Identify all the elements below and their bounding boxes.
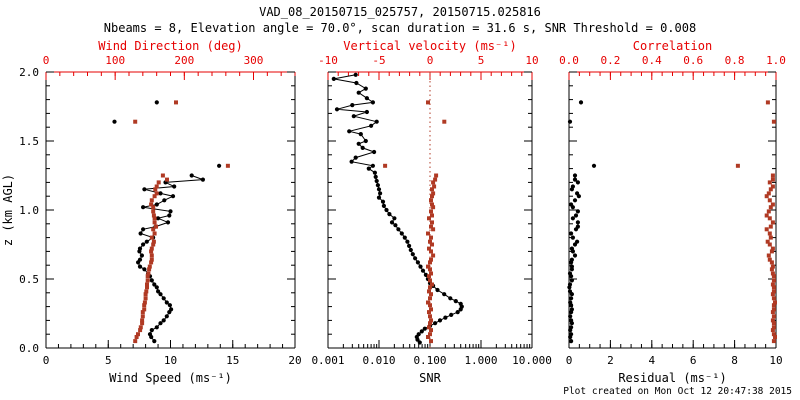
svg-text:4: 4 — [648, 354, 655, 367]
svg-text:z (km AGL): z (km AGL) — [1, 174, 15, 246]
panel-residual-correlation: 0 2 4 6 8 10 Residual (ms⁻¹) 0.0 0.2 0.4 0.6 0.8 1.0… — [559, 39, 786, 385]
svg-text:2: 2 — [607, 354, 614, 367]
svg-text:1.0: 1.0 — [19, 204, 39, 217]
svg-text:200: 200 — [174, 54, 194, 67]
svg-text:1.5: 1.5 — [19, 135, 39, 148]
svg-text:0: 0 — [427, 54, 434, 67]
svg-text:2.0: 2.0 — [19, 66, 39, 79]
series-correlation-outliers — [735, 100, 776, 168]
svg-text:15: 15 — [226, 354, 239, 367]
footer-timestamp: Plot created on Mon Oct 12 20:47:38 2015 — [563, 386, 792, 397]
svg-text:Wind Speed (ms⁻¹): Wind Speed (ms⁻¹) — [109, 371, 232, 385]
svg-text:0.5: 0.5 — [19, 273, 39, 286]
series-correlation-profile — [764, 173, 777, 344]
series-residual-outliers — [567, 100, 597, 168]
svg-text:8: 8 — [731, 354, 738, 367]
svg-text:6: 6 — [690, 354, 697, 367]
svg-text:100: 100 — [105, 54, 125, 67]
svg-text:0: 0 — [43, 54, 50, 67]
svg-text:-10: -10 — [318, 54, 338, 67]
series-wind-direction-outliers — [133, 100, 230, 168]
series-residual-profile — [567, 173, 582, 344]
svg-text:Correlation: Correlation — [633, 39, 712, 53]
series-wind-speed-profile — [136, 173, 205, 344]
svg-text:0.001: 0.001 — [311, 354, 344, 367]
svg-text:10: 10 — [164, 354, 177, 367]
plot-subtitle: Nbeams = 8, Elevation angle = 70.0°, sca… — [103, 21, 697, 35]
series-snr-profile — [331, 72, 464, 345]
svg-text:300: 300 — [244, 54, 264, 67]
panel-snr-velocity: 0.001 0.010 0.100 1.000 10.000 SNR -10 -5 0 5 10 Ve… — [311, 39, 551, 385]
svg-text:5: 5 — [478, 54, 485, 67]
svg-text:0.6: 0.6 — [683, 54, 703, 67]
svg-text:10.000: 10.000 — [512, 354, 552, 367]
svg-text:-5: -5 — [372, 54, 385, 67]
series-vertical-velocity-profile — [426, 173, 439, 344]
svg-text:0.2: 0.2 — [600, 54, 620, 67]
series-wind-direction-profile — [133, 173, 169, 344]
svg-text:Wind Direction (deg): Wind Direction (deg) — [98, 39, 243, 53]
series-vertical-velocity-outliers — [383, 100, 447, 168]
svg-text:0.0: 0.0 — [559, 54, 579, 67]
svg-text:20: 20 — [288, 354, 301, 367]
series-wind-speed-outliers — [112, 100, 222, 168]
svg-text:SNR: SNR — [419, 371, 441, 385]
svg-text:0.0: 0.0 — [19, 342, 39, 355]
panel-wind-speed-direction: 0 5 10 15 20 Wind Speed (ms⁻¹) 0 100 200 300Wind … — [19, 39, 302, 385]
svg-text:Residual (ms⁻¹): Residual (ms⁻¹) — [618, 371, 726, 385]
svg-text:0: 0 — [566, 354, 573, 367]
svg-text:1.000: 1.000 — [464, 354, 497, 367]
svg-text:5: 5 — [105, 354, 112, 367]
svg-text:0: 0 — [43, 354, 50, 367]
svg-text:1.0: 1.0 — [766, 54, 786, 67]
svg-text:0.4: 0.4 — [642, 54, 662, 67]
svg-text:10: 10 — [769, 354, 782, 367]
svg-text:10: 10 — [525, 54, 538, 67]
plot-title: VAD_08_20150715_025757, 20150715.025816 — [259, 5, 541, 19]
svg-text:0.100: 0.100 — [413, 354, 446, 367]
svg-text:0.8: 0.8 — [725, 54, 745, 67]
svg-text:0.010: 0.010 — [362, 354, 395, 367]
svg-text:Vertical velocity (ms⁻¹): Vertical velocity (ms⁻¹) — [343, 39, 516, 53]
